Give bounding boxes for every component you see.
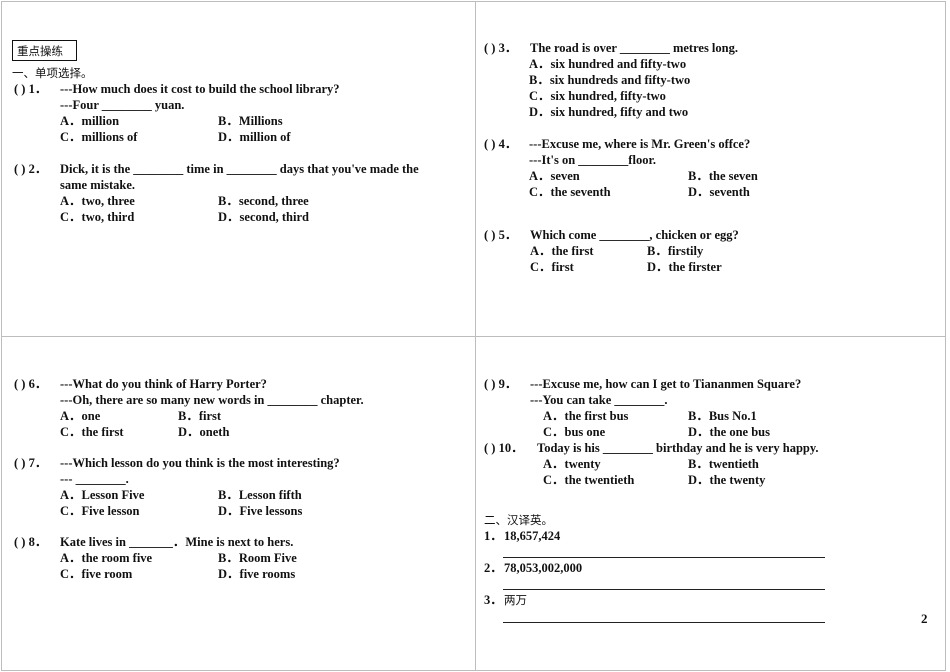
item-text: 18,657,424 [504,529,561,543]
question-text: Which come ________, chicken or egg? [530,228,739,242]
option-c: C．five room [60,567,133,581]
question-text: ---Excuse me, where is Mr. Green's offce… [529,137,751,151]
answer-paren[interactable]: ( ) 6． [14,377,48,391]
question-text: same mistake. [60,178,135,192]
question-text: ---Four ________ yuan. [60,98,185,112]
question-text: ---It's on ________floor. [529,153,656,167]
item-text: 两万 [504,593,527,607]
option-d: D．six hundred, fifty and two [529,105,689,119]
option-a: A．seven [529,169,580,183]
answer-paren[interactable]: ( ) 3． [484,41,518,55]
answer-line[interactable] [503,589,825,590]
option-b: B．twentieth [688,457,759,471]
answer-paren[interactable]: ( ) 5． [484,228,518,242]
option-c: C．bus one [543,425,606,439]
option-a: A．one [60,409,101,423]
answer-paren[interactable]: ( ) 7． [14,456,48,470]
answer-paren[interactable]: ( ) 1． [14,82,48,96]
item-text: 78,053,002,000 [504,561,583,575]
option-d: D．seventh [688,185,750,199]
option-c: C．the first [60,425,124,439]
option-b: B．the seven [688,169,758,183]
option-b: B．first [178,409,222,423]
question-text: ---Which lesson do you think is the most… [60,456,340,470]
header-box: 重点操练 [12,40,77,61]
page-number: 2 [921,611,928,626]
option-a: A．Lesson Five [60,488,145,502]
option-d: D．second, third [218,210,309,224]
option-d: D．the one bus [688,425,770,439]
option-a: A．six hundred and fifty-two [529,57,687,71]
question-text: The road is over ________ metres long. [530,41,738,55]
question-text: ---How much does it cost to build the sc… [60,82,340,96]
question-text: ---What do you think of Harry Porter? [60,377,267,391]
option-a: A．the room five [60,551,153,565]
option-d: D．oneth [178,425,230,439]
option-b: B．Millions [218,114,283,128]
question-text: Today is his ________ birthday and he is… [537,441,819,455]
question-text: ---Oh, there are so many new words in __… [60,393,364,407]
option-a: A．the first bus [543,409,629,423]
option-b: B．second, three [218,194,309,208]
option-d: D．the firster [647,260,722,274]
option-d: D．Five lessons [218,504,303,518]
option-c: C．first [530,260,574,274]
option-c: C．the twentieth [543,473,635,487]
horizontal-divider [1,336,945,337]
question-text: Dick, it is the ________ time in _______… [60,162,419,176]
answer-paren[interactable]: ( ) 8． [14,535,48,549]
option-a: A．two, three [60,194,135,208]
option-c: C．millions of [60,130,138,144]
answer-line[interactable] [503,557,825,558]
option-b: B．firstily [647,244,704,258]
section1-title: 一、单项选择。 [12,66,93,80]
option-b: B．Bus No.1 [688,409,757,423]
option-c: C．two, third [60,210,135,224]
option-d: D．million of [218,130,291,144]
item-number: 1． [484,529,503,543]
question-text: Kate lives in _______．Mine is next to he… [60,535,294,549]
section2-title: 二、汉译英。 [484,513,553,527]
option-b: B．Room Five [218,551,297,565]
vertical-divider [475,1,476,670]
header-box-label: 重点操练 [17,44,63,58]
answer-line[interactable] [503,622,825,623]
answer-paren[interactable]: ( ) 10． [484,441,524,455]
option-a: A．million [60,114,120,128]
item-number: 3． [484,593,503,607]
question-text: ---Excuse me, how can I get to Tiananmen… [530,377,802,391]
option-b: B．Lesson fifth [218,488,302,502]
question-text: --- ________. [60,472,129,486]
option-a: A．the first [530,244,594,258]
option-c: C．six hundred, fifty-two [529,89,666,103]
option-c: C．the seventh [529,185,611,199]
item-number: 2． [484,561,503,575]
option-a: A．twenty [543,457,601,471]
answer-paren[interactable]: ( ) 2． [14,162,48,176]
option-d: D．the twenty [688,473,766,487]
option-b: B．six hundreds and fifty-two [529,73,691,87]
option-c: C．Five lesson [60,504,140,518]
question-text: ---You can take ________. [530,393,668,407]
option-d: D．five rooms [218,567,296,581]
answer-paren[interactable]: ( ) 4． [484,137,518,151]
answer-paren[interactable]: ( ) 9． [484,377,518,391]
